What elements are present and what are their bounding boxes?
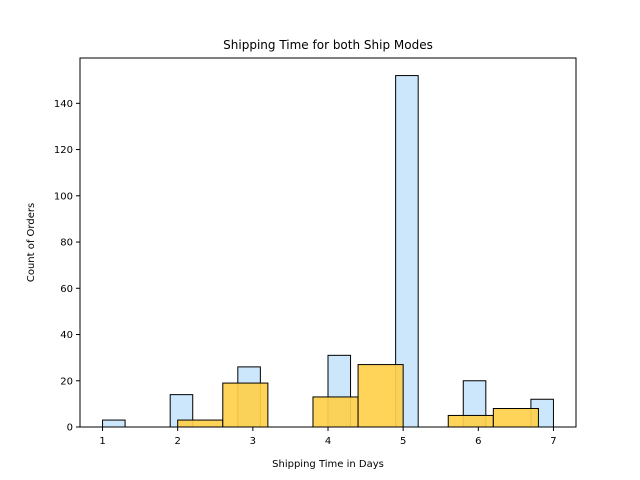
y-tick-label: 120	[54, 145, 73, 156]
y-tick-label: 140	[54, 99, 73, 110]
x-axis-label: Shipping Time in Days	[272, 459, 384, 470]
histogram-bar	[447, 414, 494, 428]
y-axis-label: Count of Orders	[26, 203, 37, 282]
y-tick-label: 100	[54, 191, 73, 202]
y-tick-label: 60	[60, 284, 73, 295]
x-tick-label: 7	[550, 436, 556, 447]
y-tick-label: 80	[60, 238, 73, 249]
x-tick-label: 2	[175, 436, 181, 447]
y-tick-label: 0	[67, 423, 73, 434]
histogram-bar	[312, 396, 359, 428]
y-tick-label: 20	[60, 376, 73, 387]
x-tick-label: 5	[400, 436, 406, 447]
histogram-bar	[222, 382, 269, 428]
x-axis-ticks: 1 2 3 4 5 6 7	[99, 427, 557, 447]
histogram-bar	[102, 419, 126, 428]
histogram-bar	[177, 419, 224, 428]
chart-title: Shipping Time for both Ship Modes	[223, 38, 433, 52]
bars-layer	[102, 75, 554, 428]
y-tick-label: 40	[60, 330, 73, 341]
x-tick-label: 6	[475, 436, 481, 447]
x-tick-label: 3	[250, 436, 256, 447]
histogram-bar	[492, 408, 539, 428]
x-tick-label: 4	[325, 436, 331, 447]
histogram-bar	[357, 364, 404, 428]
x-tick-label: 1	[99, 436, 105, 447]
y-axis-ticks: 0 20 40 60 80 100 120 140	[54, 99, 80, 434]
